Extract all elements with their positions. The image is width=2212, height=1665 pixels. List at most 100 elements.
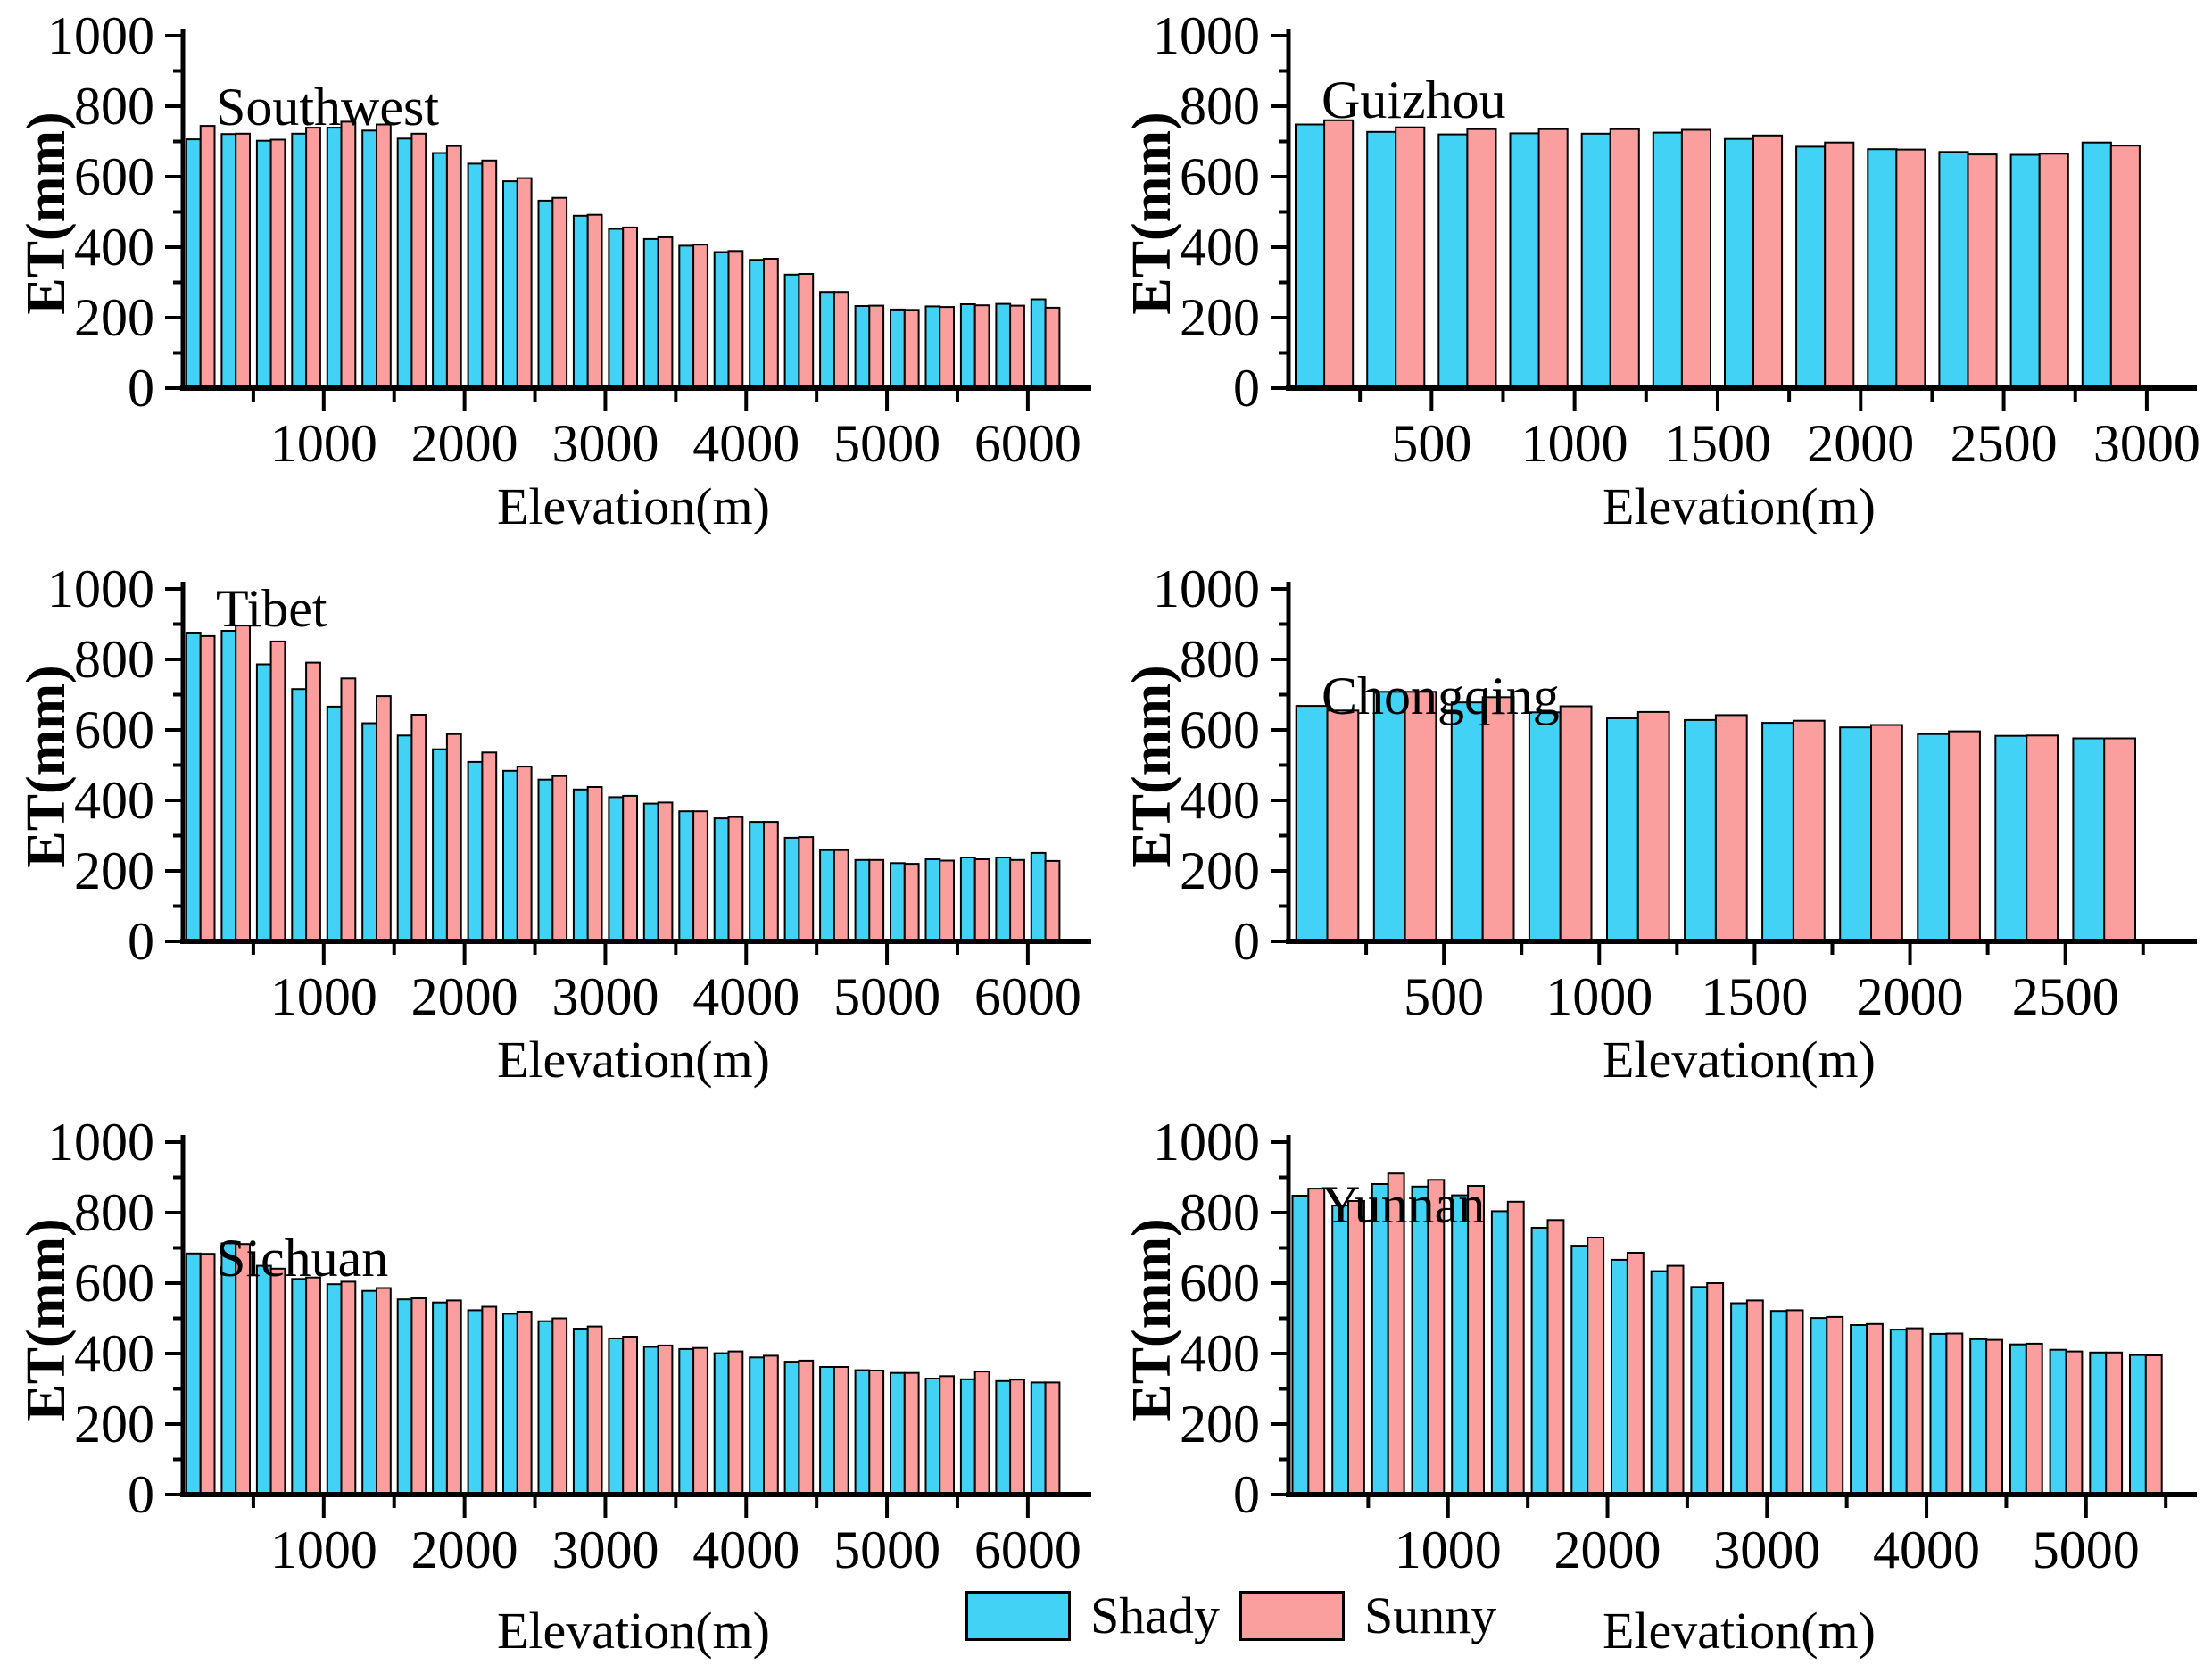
bar-plot-tibet: 0 200 400 600 800 1000 1000 2000 3000 4000 5000 600… [47, 559, 1091, 1026]
bar-sunny-4250 [1945, 1332, 1964, 1495]
bar-shady-750 [255, 1264, 272, 1495]
bar-shady-5500 [2129, 1354, 2147, 1495]
bar-shady-3250 [608, 1338, 625, 1495]
y-tick-label: 800 [74, 630, 154, 689]
bar-sunny-250 [1307, 1188, 1326, 1495]
bar-shady-4750 [819, 849, 835, 943]
bar-shady-1250 [1580, 132, 1611, 390]
x-tick-label: 2500 [1951, 414, 2058, 473]
bar-sunny-6000 [1009, 1379, 1025, 1496]
x-tick-label: 500 [1391, 414, 1471, 473]
bar-shady-5500 [924, 1378, 941, 1495]
y-tick-label: 600 [1180, 147, 1260, 206]
bar-sunny-2250 [1948, 730, 1981, 942]
bar-shady-250 [1295, 123, 1326, 389]
bar-sunny-750 [269, 640, 286, 943]
y-tick-label: 200 [74, 841, 154, 900]
bar-sunny-2000 [1870, 724, 1903, 942]
bar-sunny-6250 [1044, 306, 1061, 389]
bar-shady-500 [220, 133, 237, 389]
x-axis-label: Elevation(m) [1602, 1031, 1876, 1089]
y-tick-label: 1000 [47, 6, 154, 65]
bar-shady-6000 [995, 857, 1012, 942]
bar-sunny-250 [1326, 709, 1360, 943]
bar-shady-4000 [713, 251, 730, 389]
bar-shady-4500 [1969, 1338, 1988, 1495]
panel-chongqing: 0 200 400 600 800 1000 500 1000 1500 2000 2500 ET(… [1106, 553, 2212, 1108]
bar-shady-3250 [608, 796, 625, 942]
bar-sunny-5500 [939, 859, 955, 942]
bar-shady-1500 [361, 1289, 378, 1495]
x-axis-label: Elevation(m) [1602, 477, 1876, 535]
y-axis-label: ET(mm) [16, 112, 77, 315]
bar-sunny-4500 [798, 273, 815, 389]
bar-sunny-3250 [622, 1336, 639, 1495]
bar-shady-5750 [959, 857, 976, 942]
bar-sunny-4500 [798, 836, 815, 943]
bar-sunny-3500 [657, 1344, 674, 1495]
panel-southwest: 0 200 400 600 800 1000 1000 2000 3000 4000 5000 600… [0, 0, 1106, 555]
bar-shady-5250 [2089, 1351, 2108, 1495]
bar-shady-3500 [642, 237, 659, 389]
bar-shady-500 [1366, 130, 1397, 390]
y-tick-label: 600 [1180, 700, 1260, 759]
x-tick-label: 2500 [2012, 967, 2119, 1026]
bar-shady-1750 [396, 137, 413, 390]
bar-shady-5250 [890, 862, 906, 942]
panel-sichuan: 0 200 400 600 800 1000 1000 2000 3000 4000 5000 600… [0, 1106, 1106, 1665]
y-tick-label: 800 [1180, 1183, 1260, 1242]
y-axis-label: ET(mm) [16, 665, 77, 868]
bar-shady-4750 [819, 291, 835, 390]
x-tick-label: 4000 [1873, 1520, 1980, 1579]
bar-sunny-2750 [2103, 737, 2136, 942]
bar-sunny-2000 [1587, 1237, 1605, 1495]
bar-shady-250 [185, 632, 202, 942]
bar-sunny-5000 [868, 858, 885, 942]
bar-sunny-5250 [903, 863, 920, 943]
bar-shady-1250 [326, 127, 343, 389]
x-tick-label: 500 [1404, 967, 1484, 1026]
bar-shady-750 [1450, 701, 1484, 942]
bar-sunny-4250 [763, 258, 779, 389]
y-tick-label: 400 [1180, 218, 1260, 277]
bar-shady-2500 [1938, 151, 1969, 390]
bar-sunny-4750 [833, 849, 849, 943]
bar-shady-4250 [749, 259, 766, 390]
x-tick-label: 6000 [974, 1520, 1081, 1579]
bar-shady-4000 [713, 1352, 730, 1495]
y-tick-label: 1000 [1153, 1113, 1260, 1172]
bar-sunny-6000 [1009, 858, 1025, 942]
bar-sunny-5500 [939, 306, 955, 390]
bar-shady-3000 [572, 788, 589, 942]
bar-shady-2250 [467, 1309, 484, 1495]
bar-sunny-1500 [376, 123, 392, 389]
bar-shady-2750 [2009, 153, 2041, 389]
bar-shady-4250 [1929, 1332, 1948, 1495]
y-axis-label: ET(mm) [16, 1218, 77, 1421]
bar-sunny-1250 [1609, 128, 1640, 389]
bar-shady-1500 [361, 129, 378, 390]
bar-sunny-3000 [2109, 145, 2141, 389]
bar-shady-2000 [432, 152, 448, 389]
bar-sunny-4000 [727, 250, 744, 389]
y-tick-label: 400 [1180, 1324, 1260, 1383]
bar-shady-6000 [995, 1379, 1012, 1495]
bar-shady-5750 [959, 1378, 976, 1495]
bar-sunny-750 [269, 1267, 286, 1495]
bar-sunny-500 [1347, 1200, 1365, 1495]
bar-sunny-2750 [551, 196, 568, 389]
bar-sunny-1500 [376, 1287, 392, 1495]
bar-sunny-2500 [516, 177, 533, 389]
x-tick-label: 3000 [2093, 414, 2200, 473]
bar-sunny-2500 [516, 1311, 533, 1495]
bar-sunny-3500 [657, 801, 674, 942]
bar-sunny-500 [235, 625, 252, 942]
bar-sunny-4750 [2025, 1342, 2043, 1495]
bar-sunny-1000 [1559, 705, 1593, 942]
bar-shady-2000 [432, 1301, 448, 1495]
bar-shady-4000 [713, 817, 730, 942]
bar-shady-1750 [1530, 1227, 1549, 1495]
bar-shady-4000 [1889, 1329, 1908, 1495]
bar-sunny-6250 [1044, 1381, 1061, 1495]
bar-shady-2000 [1839, 726, 1873, 942]
